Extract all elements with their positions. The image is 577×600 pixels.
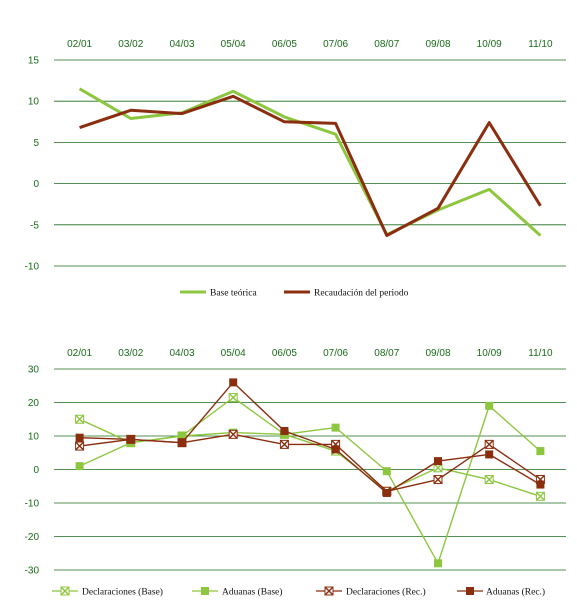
x-category-label: 03/02: [118, 348, 143, 359]
series-line: [79, 396, 541, 497]
data-point: [229, 378, 238, 387]
x-category-label: 10/09: [477, 348, 502, 359]
data-point: [536, 480, 545, 489]
data-point: [178, 432, 186, 440]
data-point-cross: [433, 475, 443, 485]
data-point: [75, 414, 85, 424]
x-category-label: 11/10: [528, 39, 553, 50]
data-point: [433, 475, 443, 485]
x-category-label: 02/01: [67, 39, 92, 50]
data-point-cross: [228, 429, 238, 439]
data-point-cross: [75, 414, 85, 424]
x-category-label: 04/03: [169, 348, 194, 359]
data-point: [279, 439, 289, 449]
x-category-label: 10/09: [477, 39, 502, 50]
data-point: [178, 438, 186, 447]
data-point: [126, 435, 135, 444]
data-point-cross: [484, 439, 494, 449]
y-tick-label: -10: [25, 499, 40, 510]
data-point: [331, 423, 340, 432]
data-point: [75, 441, 85, 451]
data-point: [434, 457, 442, 466]
y-tick-label: 20: [28, 398, 40, 409]
y-tick-label: -20: [25, 532, 40, 543]
data-point: [228, 429, 238, 439]
legend-swatch-marker: [324, 586, 334, 596]
data-point: [485, 401, 494, 410]
x-category-label: 11/10: [528, 348, 553, 359]
legend-label: Aduanas (Rec.): [486, 587, 545, 598]
legend-swatch-marker-cross: [324, 586, 334, 596]
legend-label: Recaudación del periodo: [314, 289, 409, 299]
data-point: [75, 433, 84, 442]
x-category-label: 07/06: [323, 39, 348, 50]
x-category-label: 02/01: [67, 348, 92, 359]
y-tick-label: -30: [25, 566, 40, 577]
x-category-label: 08/07: [374, 348, 399, 359]
data-point-cross: [535, 491, 545, 501]
data-point: [485, 450, 494, 459]
legend-label: Aduanas (Base): [222, 587, 282, 598]
x-category-label: 09/08: [425, 39, 450, 50]
data-point: [484, 475, 494, 485]
y-tick-label: 10: [28, 97, 40, 108]
legend-label: Base teórica: [210, 289, 257, 299]
data-point: [434, 559, 442, 568]
series-line: [79, 405, 541, 564]
y-tick-label: 15: [28, 56, 40, 67]
x-category-label: 06/05: [272, 39, 297, 50]
x-category-label: 04/03: [169, 39, 194, 50]
y-tick-label: 5: [33, 138, 39, 149]
y-tick-label: 30: [28, 365, 40, 376]
legend-swatch-marker: [466, 587, 474, 595]
data-point-cross: [279, 439, 289, 449]
x-category-label: 07/06: [323, 348, 348, 359]
series-line: [78, 87, 542, 237]
data-point: [75, 462, 84, 471]
y-tick-label: 0: [33, 465, 39, 476]
data-point-cross: [75, 441, 85, 451]
x-category-label: 09/08: [425, 348, 450, 359]
data-point: [484, 439, 494, 449]
series-line: [79, 381, 541, 494]
y-tick-label: -10: [25, 262, 40, 273]
data-point-cross: [433, 463, 443, 473]
x-category-label: 05/04: [221, 348, 246, 359]
x-category-label: 06/05: [272, 348, 297, 359]
legend-swatch-marker: [60, 586, 70, 596]
data-point: [228, 392, 238, 402]
y-tick-label: 10: [28, 432, 40, 443]
y-tick-label: 0: [33, 179, 39, 190]
data-point-cross: [484, 475, 494, 485]
legend-label: Declaraciones (Rec.): [346, 587, 426, 598]
x-category-label: 08/07: [374, 39, 399, 50]
chart-bottom: 30 20 10 0 -10 -20 -30 02/01 03/02 04/03 05/04 06/0…: [25, 348, 566, 598]
data-point: [382, 467, 391, 476]
data-point: [535, 491, 545, 501]
y-tick-label: -5: [30, 220, 39, 231]
data-point-cross: [228, 392, 238, 402]
series-line: [79, 94, 542, 237]
data-point: [382, 488, 391, 497]
chart-top: 15 10 5 0 -5 -10 02/01 03/02 04/03 05/04 06/05 07/0…: [25, 39, 566, 299]
data-point: [331, 445, 340, 454]
data-point: [280, 426, 289, 435]
legend-swatch-marker: [201, 587, 209, 595]
data-point: [536, 447, 545, 456]
legend-swatch-marker-cross: [60, 586, 70, 596]
x-category-label: 03/02: [118, 39, 143, 50]
x-category-label: 05/04: [221, 39, 246, 50]
legend-label: Declaraciones (Base): [82, 587, 163, 598]
